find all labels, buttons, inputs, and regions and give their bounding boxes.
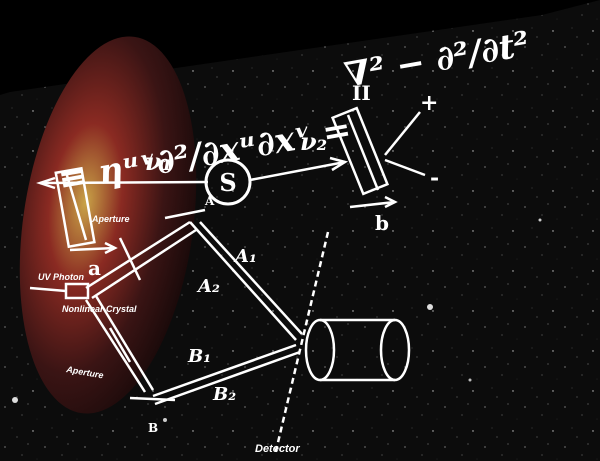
label-aperture-top: Aperture bbox=[91, 214, 130, 224]
optical-diagram bbox=[29, 106, 426, 456]
label-A: A bbox=[204, 194, 215, 208]
label-plus: + bbox=[420, 90, 438, 116]
label-b: b bbox=[375, 211, 389, 235]
label-A2: A₂ bbox=[196, 276, 220, 297]
label-nu2: ν₂ bbox=[300, 127, 327, 156]
label-B1: B₁ bbox=[187, 346, 211, 367]
label-roman-two: II bbox=[352, 81, 371, 105]
label-uv-photon: UV Photon bbox=[38, 272, 84, 282]
label-nonlinear-crystal: Nonlinear Crystal bbox=[62, 304, 137, 314]
label-A1: A₁ bbox=[233, 246, 257, 267]
source-S: S bbox=[204, 158, 252, 206]
label-nu1: ν₁ bbox=[145, 147, 172, 176]
svg-text:S: S bbox=[219, 168, 236, 197]
label-detector: Detector bbox=[255, 443, 300, 455]
label-a: a bbox=[88, 256, 101, 280]
label-B2: B₂ bbox=[212, 384, 236, 405]
label-minus: - bbox=[430, 165, 439, 191]
nebula-photo bbox=[19, 36, 197, 414]
label-B: B bbox=[148, 421, 158, 435]
